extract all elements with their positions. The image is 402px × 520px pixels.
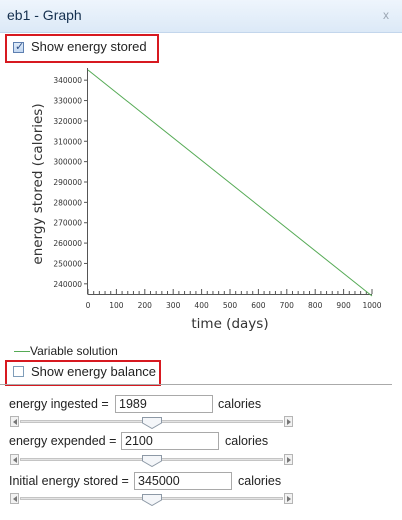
y-tick-label: 240000 [53, 280, 82, 289]
x-tick-label: 300 [166, 301, 181, 310]
x-tick-label: 400 [194, 301, 209, 310]
checkmark-icon: ✓ [15, 41, 25, 53]
legend-line-variable-solution [14, 351, 30, 352]
show-energy-stored-label: Show energy stored [31, 39, 147, 54]
y-axis-ticks: 240000 250000 260000 270000 280000 290000 3000… [53, 76, 88, 289]
section-divider [0, 384, 392, 385]
slider-left-arrow-button[interactable] [10, 493, 19, 504]
slider-thumb[interactable] [141, 455, 162, 467]
energy-expended-slider[interactable] [10, 454, 293, 467]
slider-thumb[interactable] [141, 494, 162, 506]
slider-left-arrow-button[interactable] [10, 416, 19, 427]
close-icon[interactable]: x [383, 8, 389, 22]
slider-right-arrow-button[interactable] [284, 454, 293, 465]
energy-ingested-unit: calories [218, 397, 262, 411]
arrow-right-icon [287, 457, 291, 463]
x-tick-label: 600 [251, 301, 266, 310]
energy-ingested-slider[interactable] [10, 416, 293, 429]
show-energy-balance-label: Show energy balance [31, 364, 157, 379]
x-tick-label: 200 [138, 301, 153, 310]
slider-right-arrow-button[interactable] [284, 416, 293, 427]
arrow-left-icon [13, 457, 17, 463]
x-tick-label: 0 [86, 301, 91, 310]
energy-expended-label: energy expended = [9, 434, 117, 448]
arrow-right-icon [287, 496, 291, 502]
arrow-left-icon [13, 419, 17, 425]
energy-stored-chart: 2400002500002600002700002800002900003000… [30, 68, 382, 332]
x-tick-label: 800 [308, 301, 323, 310]
initial-energy-stored-slider[interactable] [10, 493, 293, 506]
y-tick-label: 310000 [53, 137, 82, 146]
energy-expended-unit: calories [225, 434, 269, 448]
y-tick-label: 280000 [53, 198, 82, 207]
highlight-show-energy-stored [5, 34, 159, 63]
y-tick-label: 270000 [53, 219, 82, 228]
arrow-left-icon [13, 496, 17, 502]
window-title: eb1 - Graph [7, 7, 82, 23]
x-tick-label: 1000 [362, 301, 381, 310]
initial-energy-stored-input[interactable] [134, 472, 232, 490]
initial-energy-stored-label: Initial energy stored = [9, 474, 129, 488]
slider-right-arrow-button[interactable] [284, 493, 293, 504]
y-axis-label: energy stored (calories) [30, 103, 46, 264]
show-energy-stored-checkbox[interactable]: ✓ [13, 41, 25, 53]
x-axis-label: time (days) [191, 316, 268, 332]
x-tick-label: 100 [109, 301, 124, 310]
slider-thumb[interactable] [141, 417, 162, 429]
y-tick-label: 330000 [53, 97, 82, 106]
x-axis-ticks: 0 100 200 300 400 500 600 700 800 900 1000 [86, 289, 382, 310]
highlight-show-energy-balance [5, 360, 161, 386]
initial-energy-stored-unit: calories [238, 474, 282, 488]
y-tick-label: 260000 [53, 239, 82, 248]
y-tick-label: 340000 [53, 76, 82, 85]
y-tick-label: 250000 [53, 259, 82, 268]
energy-ingested-label: energy ingested = [9, 397, 109, 411]
y-tick-label: 300000 [53, 158, 82, 167]
arrow-right-icon [287, 419, 291, 425]
energy-ingested-input[interactable] [115, 395, 213, 413]
x-tick-label: 900 [336, 301, 351, 310]
slider-left-arrow-button[interactable] [10, 454, 19, 465]
y-tick-label: 290000 [53, 178, 82, 187]
series-group [87, 69, 373, 297]
x-tick-label: 700 [280, 301, 295, 310]
window-titlebar: eb1 - Graph x [0, 0, 402, 33]
y-tick-label: 320000 [53, 117, 82, 126]
x-tick-label: 500 [223, 301, 238, 310]
show-energy-balance-checkbox[interactable] [13, 366, 24, 377]
energy-expended-input[interactable] [121, 432, 219, 450]
series-line-variable-solution [87, 69, 373, 297]
legend-label-variable-solution: Variable solution [30, 344, 118, 358]
